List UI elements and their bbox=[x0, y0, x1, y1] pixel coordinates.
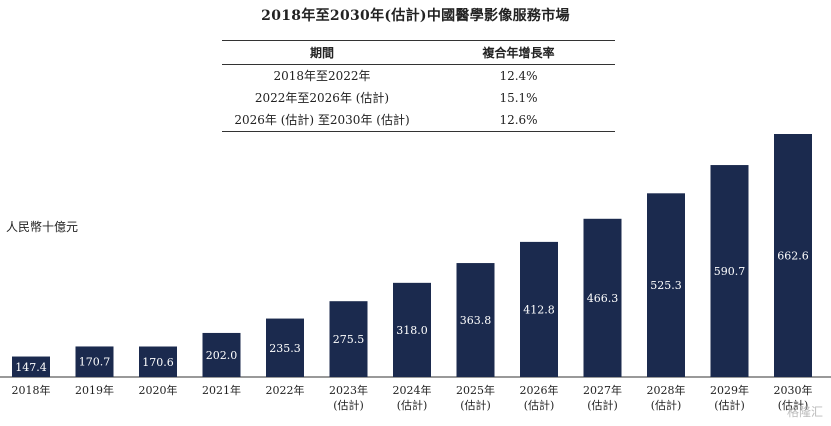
x-tick-label: 2030年 bbox=[774, 383, 813, 397]
bar-value-label: 466.3 bbox=[587, 292, 619, 305]
table-row: 2026年 (估計) 至2030年 (估計) 12.6% bbox=[222, 109, 615, 132]
x-tick-label: 2020年 bbox=[139, 383, 178, 397]
watermark: 格隆汇 bbox=[786, 405, 823, 419]
bar bbox=[139, 346, 177, 377]
bar-value-label: 363.8 bbox=[460, 314, 492, 327]
bar-value-label: 202.0 bbox=[206, 349, 238, 362]
chart-title: 2018年至2030年(估計)中國醫學影像服務市場 bbox=[261, 8, 570, 24]
bar-value-label: 590.7 bbox=[714, 265, 746, 278]
cagr-table-header-row: 期間 複合年增長率 bbox=[222, 40, 615, 65]
bar-value-label: 412.8 bbox=[523, 303, 555, 316]
table-row: 2018年至2022年 12.4% bbox=[222, 65, 615, 88]
bar-value-label: 525.3 bbox=[650, 279, 682, 292]
cagr-period: 2026年 (估計) 至2030年 (估計) bbox=[222, 109, 422, 132]
x-tick-label: 2025年 bbox=[456, 383, 495, 397]
cagr-rate: 12.6% bbox=[422, 109, 615, 132]
bar bbox=[583, 218, 622, 377]
x-tick-label: (估計) bbox=[333, 398, 364, 412]
cagr-period: 2018年至2022年 bbox=[273, 69, 371, 83]
y-axis-unit-label: 人民幣十億元 bbox=[6, 220, 79, 234]
x-tick-label: (估計) bbox=[524, 398, 555, 412]
x-tick-label: (估計) bbox=[460, 398, 491, 412]
bar bbox=[710, 165, 749, 377]
x-tick-label: 2029年 bbox=[710, 383, 749, 397]
bar bbox=[393, 282, 431, 377]
bar bbox=[774, 134, 812, 377]
x-tick-label: (估計) bbox=[714, 398, 745, 412]
x-tick-label: (估計) bbox=[778, 398, 809, 412]
bar bbox=[520, 241, 558, 377]
x-tick-label: 2018年 bbox=[12, 383, 51, 397]
bar bbox=[202, 332, 241, 377]
x-tick-label: 2026年 bbox=[520, 383, 559, 397]
cagr-header-rate: 複合年增長率 bbox=[422, 40, 615, 65]
x-tick-label: (估計) bbox=[651, 398, 682, 412]
bar bbox=[456, 263, 495, 377]
bar-value-label: 170.6 bbox=[142, 356, 174, 369]
bar-value-label: 662.6 bbox=[777, 250, 809, 263]
bar-value-label: 170.7 bbox=[79, 356, 111, 369]
x-tick-label: 2021年 bbox=[202, 383, 241, 397]
x-tick-label: 2023年 bbox=[329, 383, 368, 397]
x-tick-label: 2022年 bbox=[266, 383, 305, 397]
cagr-table: 期間 複合年增長率 2018年至2022年 12.4% 2022年至2026年 … bbox=[222, 40, 615, 132]
x-tick-label: 2028年 bbox=[647, 383, 686, 397]
x-tick-label: 2024年 bbox=[393, 383, 432, 397]
x-tick-label: 2027年 bbox=[583, 383, 622, 397]
bar bbox=[329, 301, 368, 377]
x-tick-label: 2019年 bbox=[75, 383, 114, 397]
x-tick-label: (估計) bbox=[397, 398, 428, 412]
cagr-rate: 15.1% bbox=[499, 90, 538, 105]
bar-value-label: 318.0 bbox=[396, 324, 428, 337]
bar bbox=[647, 193, 685, 377]
bar bbox=[266, 318, 304, 377]
bar-value-label: 147.4 bbox=[15, 361, 47, 374]
bar bbox=[12, 356, 50, 377]
table-row: 2022年至2026年 (估計) 15.1% bbox=[222, 87, 615, 109]
cagr-rate: 12.4% bbox=[499, 68, 538, 83]
bar-value-label: 235.3 bbox=[269, 342, 301, 355]
bar-value-label: 275.5 bbox=[333, 333, 365, 346]
cagr-header-period: 期間 bbox=[222, 40, 422, 65]
bar bbox=[75, 346, 114, 377]
x-tick-label: (估計) bbox=[587, 398, 618, 412]
cagr-period: 2022年至2026年 (估計) bbox=[254, 91, 390, 105]
